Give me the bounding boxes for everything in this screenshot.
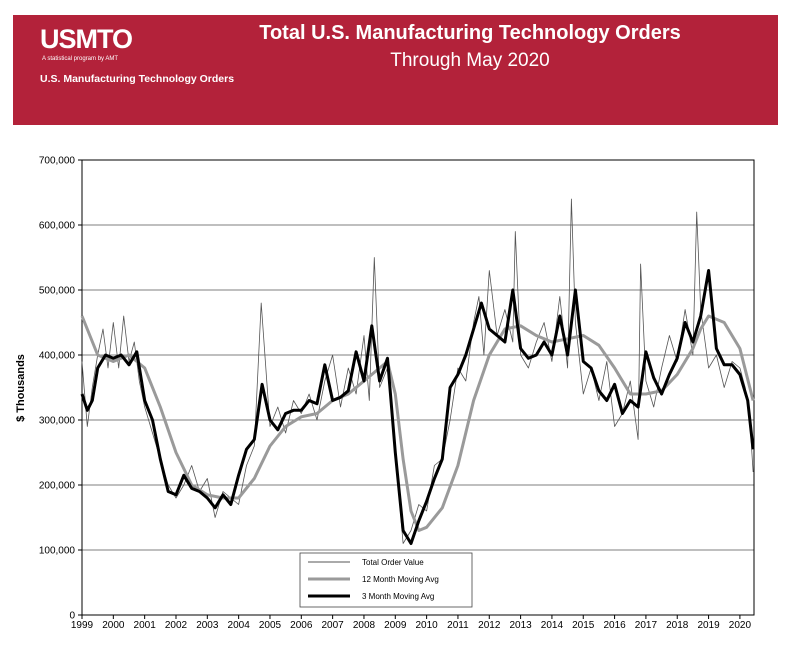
y-tick-label: 300,000: [39, 416, 76, 427]
series-12-month-moving-avg: [80, 314, 755, 532]
x-tick-label: 2008: [353, 620, 376, 631]
x-tick-label: 2006: [290, 620, 313, 631]
chart-subtitle: Through May 2020: [390, 50, 550, 71]
x-tick-label: 2014: [541, 620, 564, 631]
series-lines: [80, 198, 755, 545]
x-tick-labels: 1999 2000 2001 2002 2003 2004 2005 2006 2007 2008…: [71, 615, 752, 631]
x-tick-label: 2002: [165, 620, 188, 631]
x-tick-label: 2004: [228, 620, 251, 631]
x-tick-label: 2019: [697, 620, 720, 631]
banner-subtitle-left: U.S. Manufacturing Technology Orders: [40, 73, 235, 85]
x-tick-label: 2017: [635, 620, 658, 631]
x-tick-label: 1999: [71, 620, 94, 631]
x-tick-label: 2015: [572, 620, 595, 631]
x-tick-label: 2005: [259, 620, 282, 631]
header-banner: [13, 15, 778, 125]
legend: Total Order Value 12 Month Moving Avg 3 …: [299, 552, 473, 608]
y-tick-label: 500,000: [39, 286, 76, 297]
y-tick-label: 700,000: [39, 156, 76, 167]
legend-label-total: Total Order Value: [362, 558, 424, 567]
logo-tagline: A statistical program by AMT: [42, 56, 119, 62]
chart-title: Total U.S. Manufacturing Technology Orde…: [259, 22, 681, 44]
series-3-month-moving-avg: [80, 269, 755, 545]
y-tick-label: 400,000: [39, 351, 76, 362]
x-tick-label: 2007: [322, 620, 345, 631]
x-tick-label: 2020: [729, 620, 752, 631]
x-tick-label: 2003: [196, 620, 219, 631]
plot-area: [81, 159, 755, 616]
y-axis-label: $ Thousands: [15, 354, 27, 422]
y-tick-label: 600,000: [39, 221, 76, 232]
x-tick-label: 2016: [603, 620, 626, 631]
legend-label-ma3: 3 Month Moving Avg: [362, 592, 434, 601]
x-tick-label: 2013: [509, 620, 532, 631]
x-tick-label: 2018: [666, 620, 689, 631]
y-tick-label: 100,000: [39, 546, 76, 557]
x-tick-label: 2001: [134, 620, 157, 631]
x-tick-label: 2009: [384, 620, 407, 631]
y-tick-labels: 0 100,000 200,000 300,000 400,000 500,000 600,…: [39, 156, 82, 622]
x-tick-label: 2012: [478, 620, 501, 631]
x-tick-label: 2011: [447, 620, 469, 631]
y-tick-label: 0: [69, 611, 75, 622]
y-tick-label: 200,000: [39, 481, 76, 492]
legend-label-ma12: 12 Month Moving Avg: [362, 575, 439, 584]
x-tick-label: 2010: [415, 620, 438, 631]
x-tick-label: 2000: [102, 620, 125, 631]
usmto-logo: USMTO: [40, 24, 133, 54]
